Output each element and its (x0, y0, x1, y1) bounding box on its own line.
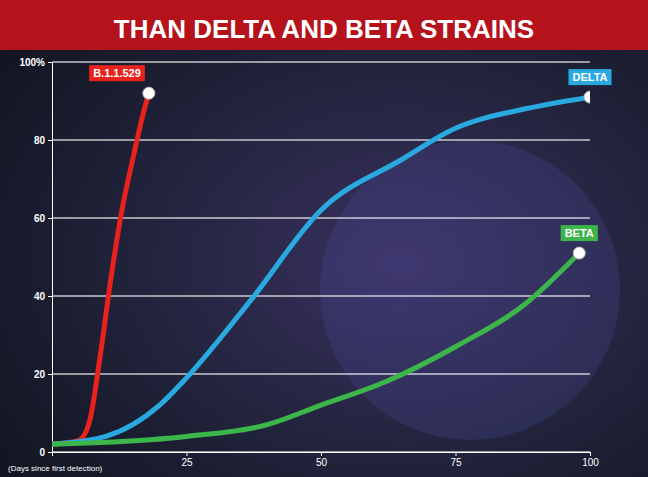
grid-line (52, 61, 590, 63)
tick-label: 75 (450, 457, 462, 468)
legend: B.1.1.529 DELTA BETA (89, 65, 611, 241)
legend-swatch (89, 65, 145, 81)
x-axis: 25 50 75 100 (53, 452, 600, 468)
tick: 25 (181, 452, 193, 468)
tick-label: 40 (34, 291, 46, 302)
tick-mark (48, 140, 52, 141)
tick: 20 (34, 369, 52, 380)
axis-line (53, 453, 591, 457)
tick-mark (590, 452, 591, 456)
tick: 100 (582, 452, 599, 468)
plot: 0 20 40 60 80 100% 25 50 75 100 B.1.1.529 DELTA BETA (19, 57, 611, 468)
tick-label: 25 (181, 457, 193, 468)
title-band (0, 0, 648, 50)
grid-line (52, 217, 590, 219)
tick-mark (48, 62, 52, 63)
chart: THAN DELTA AND BETA STRAINS 0 20 40 60 80 100%… (0, 0, 648, 477)
tick-mark (456, 452, 457, 456)
legend-swatch (568, 69, 611, 85)
tick-mark (48, 374, 52, 375)
tick: 40 (34, 291, 52, 302)
tick: 60 (34, 213, 52, 224)
axis-line (48, 63, 53, 453)
series-line (52, 93, 149, 444)
tick-label: 80 (34, 135, 46, 146)
end-point (573, 247, 585, 259)
series-line (52, 97, 590, 444)
tick-mark (187, 452, 188, 456)
legend-item: BETA (561, 225, 598, 241)
tick-mark (48, 296, 52, 297)
legend-label: BETA (565, 227, 594, 239)
grid-line (52, 295, 590, 297)
title: THAN DELTA AND BETA STRAINS (114, 14, 534, 44)
tick: 0 (39, 447, 52, 458)
legend-item: B.1.1.529 (89, 65, 145, 81)
decoration (320, 140, 620, 440)
tick-label: 100% (19, 57, 45, 68)
tick-label: 50 (316, 457, 328, 468)
legend-label: B.1.1.529 (93, 67, 141, 79)
tick: 75 (450, 452, 462, 468)
background (0, 0, 648, 477)
end-point (584, 91, 590, 103)
tick-label: 100 (582, 457, 599, 468)
series-group (52, 87, 590, 444)
tick-mark (48, 452, 52, 453)
end-point (143, 87, 155, 99)
tick-mark (48, 218, 52, 219)
legend-label: DELTA (572, 71, 607, 83)
y-axis: 0 20 40 60 80 100% (19, 57, 52, 458)
tick-label: 20 (34, 369, 46, 380)
series-line (52, 253, 579, 444)
grid-line (52, 373, 590, 375)
grid-line (52, 139, 590, 141)
tick-label: 0 (39, 447, 45, 458)
tick: 50 (316, 452, 328, 468)
legend-item: DELTA (568, 69, 611, 85)
tick: 80 (34, 135, 52, 146)
tick-mark (321, 452, 322, 456)
tick: 100% (19, 57, 52, 68)
legend-swatch (561, 225, 598, 241)
x-axis-title: (Days since first detection) (8, 464, 103, 473)
tick-label: 60 (34, 213, 46, 224)
